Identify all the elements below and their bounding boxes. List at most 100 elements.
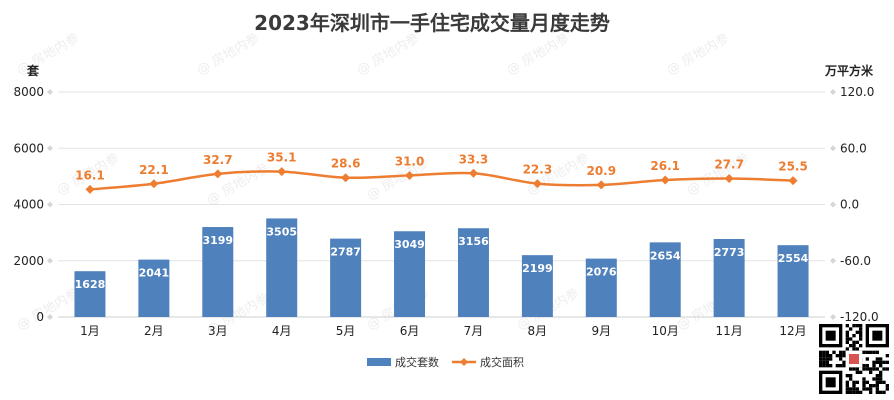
bar-value-label: 3049 [394, 238, 425, 251]
x-tick-label: 12月 [779, 324, 806, 338]
bar [585, 258, 617, 317]
bar [202, 227, 234, 317]
left-axis-ticks: 0 2000 4000 6000 8000 [13, 85, 53, 324]
line-value-label: 25.5 [778, 160, 808, 174]
legend-marker-line [460, 358, 468, 366]
x-tick-label: 4月 [272, 324, 292, 338]
qr-code-icon [819, 324, 889, 394]
x-tick-label: 1月 [80, 324, 100, 338]
left-tick-marker [47, 201, 53, 208]
left-tick-marker [47, 314, 53, 320]
left-axis-unit: 套 [26, 63, 40, 78]
legend-label-line: 成交面积 [480, 355, 524, 369]
left-tick-label: 0 [36, 310, 44, 324]
right-tick-label: 0.0 [840, 198, 859, 212]
bar-value-label: 2041 [139, 267, 170, 280]
bar [521, 255, 553, 317]
left-tick-marker [47, 145, 53, 152]
legend-label-bar: 成交套数 [395, 355, 439, 369]
right-axis-unit: 万平方米 [824, 63, 874, 78]
bar [330, 238, 362, 317]
legend-swatch-bar [367, 358, 391, 366]
x-tick-label: 9月 [591, 324, 611, 338]
line-value-label: 27.7 [714, 158, 744, 172]
bar [266, 218, 298, 317]
bar-value-label: 3199 [202, 234, 233, 247]
bar-value-label: 3505 [266, 225, 297, 238]
right-tick-label: -60.0 [840, 254, 871, 268]
left-tick-marker [47, 257, 53, 264]
line-marker [85, 184, 95, 194]
left-tick-label: 8000 [13, 85, 44, 99]
line-marker [660, 175, 670, 185]
bar-series: 1628 2041 3199 3505 2787 3049 3156 2199 2076 2654… [74, 218, 809, 317]
legend: 成交套数 成交面积 [367, 355, 524, 369]
watermark-text: @ 房地内参 [194, 30, 262, 78]
bar [138, 259, 170, 317]
bar [394, 231, 426, 317]
watermark-text: @ 房地内参 [504, 30, 572, 78]
right-tick-marker [830, 89, 836, 95]
line-marker [341, 173, 351, 183]
line-series: 16.1 22.1 32.7 35.1 28.6 31.0 33.3 22.3 20.9 26.1… [75, 151, 808, 194]
chart-title: 2023年深圳市一手住宅成交量月度走势 [254, 11, 610, 35]
x-tick-label: 6月 [400, 324, 420, 338]
line-marker [724, 174, 734, 184]
bar-value-label: 2654 [650, 249, 681, 262]
right-tick-label: 120.0 [840, 85, 874, 99]
line-value-label: 28.6 [331, 157, 361, 171]
line-marker [405, 170, 415, 180]
x-tick-label: 2月 [144, 324, 164, 338]
line-value-label: 33.3 [459, 152, 489, 166]
bar [457, 228, 489, 317]
right-tick-label: 60.0 [840, 141, 867, 155]
line-value-label: 22.1 [139, 163, 169, 177]
x-axis-ticks: 1月 2月 3月 4月 5月 6月 7月 8月 9月 10月 11月 12月 [80, 324, 807, 338]
bar-value-label: 2787 [330, 246, 361, 259]
line-marker [213, 169, 223, 179]
x-tick-label: 7月 [464, 324, 484, 338]
right-tick-marker [830, 257, 836, 264]
line-value-label: 32.7 [203, 153, 233, 167]
bar-value-label: 3156 [458, 235, 489, 248]
bar-value-label: 1628 [75, 278, 106, 291]
x-tick-label: 10月 [652, 324, 679, 338]
bar [649, 242, 681, 317]
left-tick-marker [47, 89, 53, 95]
watermark-text: @ 房地内参 [14, 285, 82, 333]
watermark-text: @ 房地内参 [14, 30, 82, 78]
right-tick-marker [830, 201, 836, 208]
right-tick-marker [830, 145, 836, 152]
bar-value-label: 2554 [778, 252, 809, 265]
bar [777, 245, 809, 317]
bar-value-label: 2076 [586, 266, 617, 279]
line-marker [468, 168, 478, 178]
x-tick-label: 5月 [336, 324, 356, 338]
right-tick-marker [830, 314, 836, 320]
watermark-text: @ 房地内参 [204, 160, 272, 208]
line-marker [596, 180, 606, 190]
watermark-text: @ 房地内参 [664, 30, 732, 78]
line-value-label: 35.1 [267, 151, 297, 165]
line-value-label: 16.1 [75, 168, 105, 182]
x-tick-label: 8月 [528, 324, 548, 338]
line-marker [149, 179, 159, 189]
left-tick-label: 6000 [13, 141, 44, 155]
x-tick-label: 11月 [715, 324, 742, 338]
bar [74, 271, 106, 317]
left-tick-label: 4000 [13, 198, 44, 212]
x-tick-label: 3月 [208, 324, 228, 338]
line-value-label: 20.9 [586, 164, 616, 178]
watermark-text: @ 房地内参 [354, 30, 422, 78]
left-tick-label: 2000 [13, 254, 44, 268]
gridlines [58, 91, 825, 318]
line-value-label: 31.0 [395, 154, 425, 168]
line-marker [788, 176, 798, 186]
bar-value-label: 2773 [714, 246, 745, 259]
right-axis-ticks: -120.0 -60.0 0.0 60.0 120.0 [830, 85, 879, 324]
line-marker [532, 179, 542, 189]
bar-value-label: 2199 [522, 262, 553, 275]
watermark-layer: @ 房地内参 @ 房地内参 @ 房地内参 @ 房地内参 @ 房地内参 @ 房地内参 @ 房地… [14, 30, 752, 338]
bar [713, 239, 745, 317]
